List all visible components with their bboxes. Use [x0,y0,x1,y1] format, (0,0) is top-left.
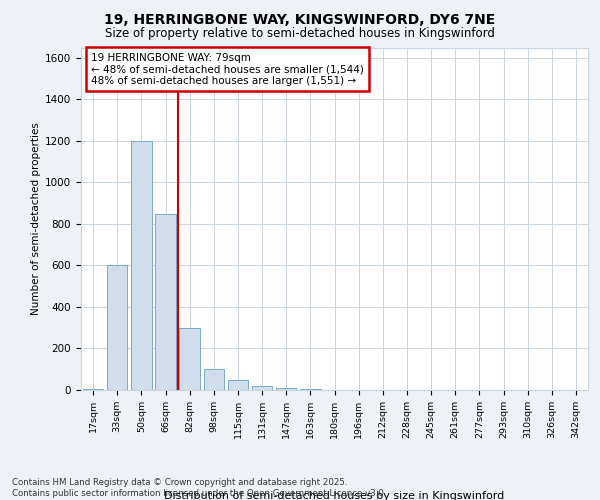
X-axis label: Distribution of semi-detached houses by size in Kingswinford: Distribution of semi-detached houses by … [164,491,505,500]
Bar [300,389,320,390]
Bar [155,214,176,390]
Bar [252,386,272,390]
Bar [227,380,248,390]
Bar [83,389,103,390]
Bar [107,266,127,390]
Text: 19 HERRINGBONE WAY: 79sqm
← 48% of semi-detached houses are smaller (1,544)
48% : 19 HERRINGBONE WAY: 79sqm ← 48% of semi-… [91,52,364,86]
Bar [131,141,152,390]
Bar [276,388,296,390]
Text: Contains HM Land Registry data © Crown copyright and database right 2025.
Contai: Contains HM Land Registry data © Crown c… [12,478,386,498]
Y-axis label: Number of semi-detached properties: Number of semi-detached properties [31,122,41,315]
Text: Size of property relative to semi-detached houses in Kingswinford: Size of property relative to semi-detach… [105,28,495,40]
Text: 19, HERRINGBONE WAY, KINGSWINFORD, DY6 7NE: 19, HERRINGBONE WAY, KINGSWINFORD, DY6 7… [104,12,496,26]
Bar [203,369,224,390]
Bar [179,328,200,390]
